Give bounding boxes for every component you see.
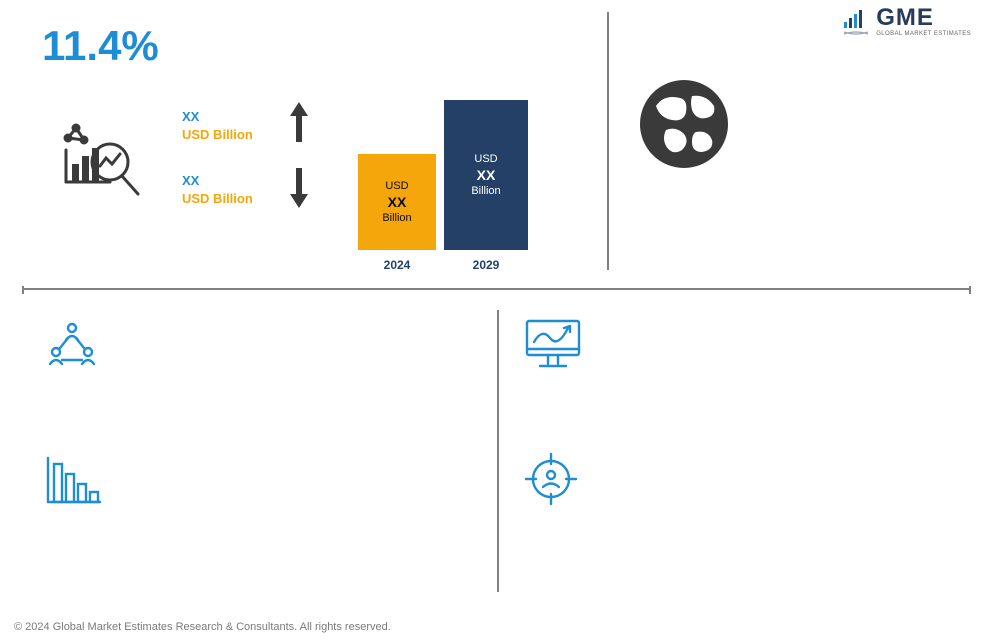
analytics-icon — [62, 120, 142, 200]
bar-chart: USD XX Billion 2024 USD XX Billion 2029 — [358, 90, 558, 250]
bar-2029-suffix: Billion — [471, 185, 500, 197]
gme-logo: GME GLOBAL MARKET ESTIMATES — [842, 6, 971, 37]
vertical-divider-bottom — [497, 310, 499, 592]
horizontal-divider — [22, 288, 971, 290]
stat-up-unit: USD Billion — [182, 126, 253, 144]
logo-text: GME — [876, 6, 971, 30]
bar-2029-year: 2029 — [444, 258, 528, 272]
bar-2024: USD XX Billion 2024 — [358, 154, 436, 250]
logo-text-block: GME GLOBAL MARKET ESTIMATES — [876, 6, 971, 37]
declining-bars-icon — [44, 454, 104, 508]
stat-up-xx: XX — [182, 108, 253, 126]
logo-mark-icon — [842, 8, 870, 36]
bar-2024-value: XX — [388, 194, 407, 210]
bar-2029-unit: USD — [474, 153, 497, 165]
arrow-up-icon — [288, 100, 310, 144]
stat-down-xx: XX — [182, 172, 253, 190]
logo-subtext: GLOBAL MARKET ESTIMATES — [876, 31, 971, 37]
stat-down: XX USD Billion — [182, 172, 253, 207]
vertical-divider-top — [607, 12, 609, 270]
people-network-icon — [44, 320, 100, 376]
monitor-trend-icon — [524, 318, 582, 370]
target-user-icon — [524, 452, 578, 506]
footer-copyright: © 2024 Global Market Estimates Research … — [14, 621, 391, 633]
stat-down-unit: USD Billion — [182, 190, 253, 208]
infographic-container: GME GLOBAL MARKET ESTIMATES 11.4% — [0, 0, 991, 641]
stat-up: XX USD Billion — [182, 108, 253, 143]
bar-2029-value: XX — [477, 167, 496, 183]
cagr-value: 11.4% — [42, 22, 159, 70]
bar-2029: USD XX Billion 2029 — [444, 100, 528, 250]
globe-icon — [636, 76, 732, 172]
arrow-down-icon — [288, 166, 310, 210]
bar-2024-suffix: Billion — [382, 212, 411, 224]
bar-2024-unit: USD — [385, 180, 408, 192]
bar-2024-year: 2024 — [358, 258, 436, 272]
